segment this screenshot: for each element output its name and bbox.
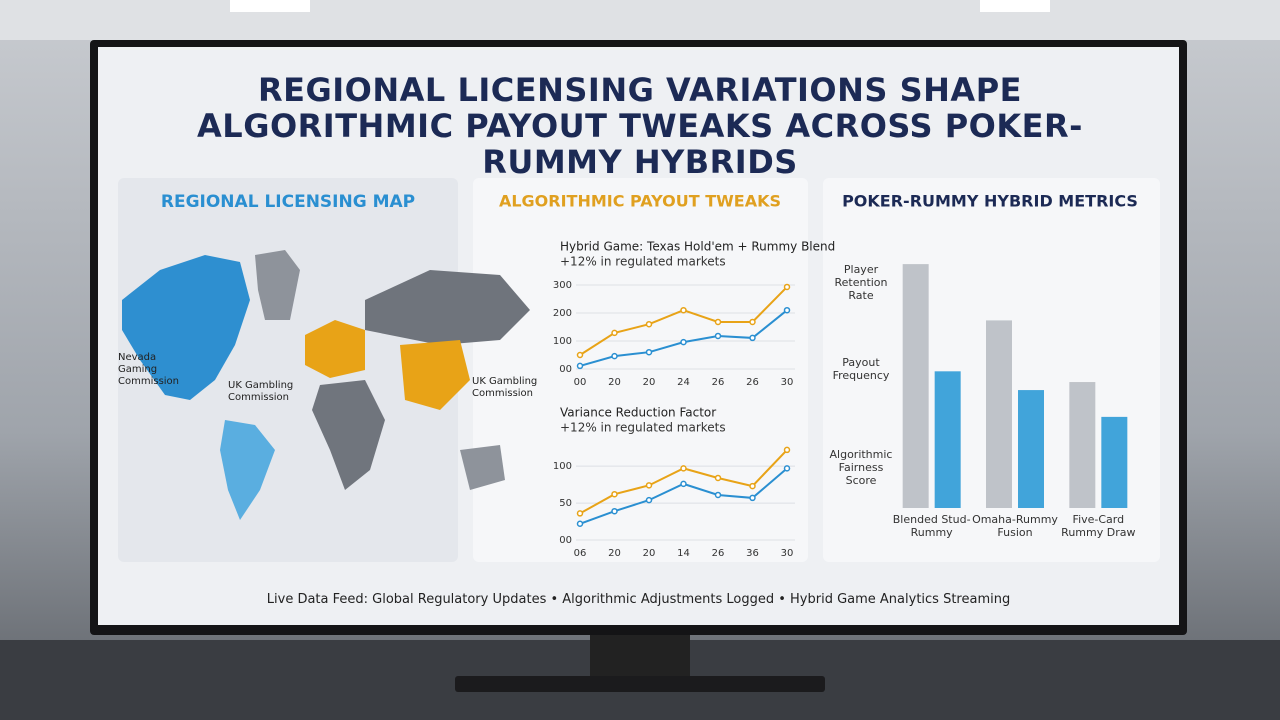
point [645, 496, 653, 504]
region-south-america [220, 420, 275, 520]
region-china [400, 340, 470, 410]
bar [1101, 416, 1128, 508]
point [576, 520, 584, 528]
point [714, 332, 722, 340]
page-title: REGIONAL LICENSING VARIATIONS SHAPE ALGO… [197, 71, 1083, 181]
y-tick-label: 00 [559, 364, 572, 375]
chart-title: Hybrid Game: Texas Hold'em + Rummy Blend [560, 240, 835, 254]
x-tick-label: 20 [608, 548, 621, 559]
world-map [122, 250, 530, 520]
x-tick-label: 20 [643, 548, 656, 559]
region-asia [365, 270, 530, 345]
y-tick-label: 100 [553, 461, 572, 472]
footer-ticker: Live Data Feed: Global Regulatory Update… [266, 592, 1011, 607]
y-category-label: Algorithmic Fairness Score [829, 448, 893, 488]
chart-title: Variance Reduction Factor [560, 406, 716, 420]
y-category-label: Player Retention Rate [834, 263, 888, 303]
point [576, 351, 584, 359]
point [783, 306, 791, 314]
x-tick-label: 20 [643, 377, 656, 388]
point [576, 362, 584, 370]
point [680, 465, 687, 472]
x-tick-label: 14 [677, 548, 690, 559]
point [645, 348, 653, 356]
y-tick-label: 300 [553, 280, 572, 291]
point [611, 490, 618, 498]
bar [986, 320, 1012, 508]
point [783, 446, 791, 454]
region-europe [305, 320, 365, 378]
point [749, 334, 756, 342]
y-tick-label: 50 [559, 498, 572, 509]
x-tick-label: 24 [677, 377, 690, 388]
chart-subtitle: +12% in regulated markets [560, 255, 726, 269]
map-label: UK Gambling Commission [228, 380, 294, 403]
y-tick-label: 00 [559, 535, 572, 546]
point [611, 507, 618, 515]
point [714, 491, 722, 499]
light [230, 0, 310, 12]
x-tick-label: Omaha-Rummy Fusion [972, 513, 1058, 540]
x-tick-label: 00 [574, 377, 587, 388]
panel-title: ALGORITHMIC PAYOUT TWEAKS [499, 192, 781, 211]
x-tick-label: Five-Card Rummy Draw [1061, 513, 1136, 540]
x-tick-label: 26 [712, 548, 725, 559]
x-tick-label: 06 [574, 548, 587, 559]
point [611, 329, 618, 337]
y-tick-label: 100 [553, 336, 572, 347]
chart-title: POKER-RUMMY HYBRID METRICS [842, 192, 1138, 211]
bar [1018, 390, 1044, 508]
point [680, 480, 687, 488]
point [749, 482, 756, 490]
y-category-label: Payout Frequency [832, 356, 890, 383]
point [645, 320, 653, 328]
stand [590, 630, 690, 680]
x-tick-label: 26 [712, 377, 725, 388]
region-greenland [255, 250, 300, 320]
point [611, 352, 618, 360]
x-tick-label: 30 [781, 377, 794, 388]
x-tick-label: Blended Stud-Rummy [892, 513, 971, 540]
x-tick-label: 36 [746, 548, 759, 559]
x-tick-label: 30 [781, 548, 794, 559]
point [680, 338, 687, 346]
bar [934, 371, 961, 508]
bar [1069, 382, 1096, 508]
point [749, 318, 756, 326]
map-label: Nevada Gaming Commission [118, 352, 180, 387]
point [783, 465, 791, 472]
point [576, 510, 584, 517]
map-label: UK Gambling Commission [472, 376, 538, 399]
point [783, 283, 791, 291]
point [714, 318, 722, 326]
point [714, 474, 722, 482]
region-north-america [122, 255, 250, 400]
x-tick-label: 20 [608, 377, 621, 388]
point [645, 482, 653, 489]
panel-title: REGIONAL LICENSING MAP [161, 192, 415, 212]
ceiling [0, 0, 1280, 40]
bar [902, 264, 929, 508]
y-tick-label: 200 [553, 308, 572, 319]
point [749, 494, 756, 502]
region-africa [312, 380, 385, 490]
region-australia [460, 445, 505, 490]
chart-subtitle: +12% in regulated markets [560, 421, 726, 435]
payout-panel [473, 178, 808, 562]
stand-base [455, 676, 825, 692]
x-tick-label: 26 [746, 377, 759, 388]
point [680, 306, 687, 314]
light [980, 0, 1050, 12]
